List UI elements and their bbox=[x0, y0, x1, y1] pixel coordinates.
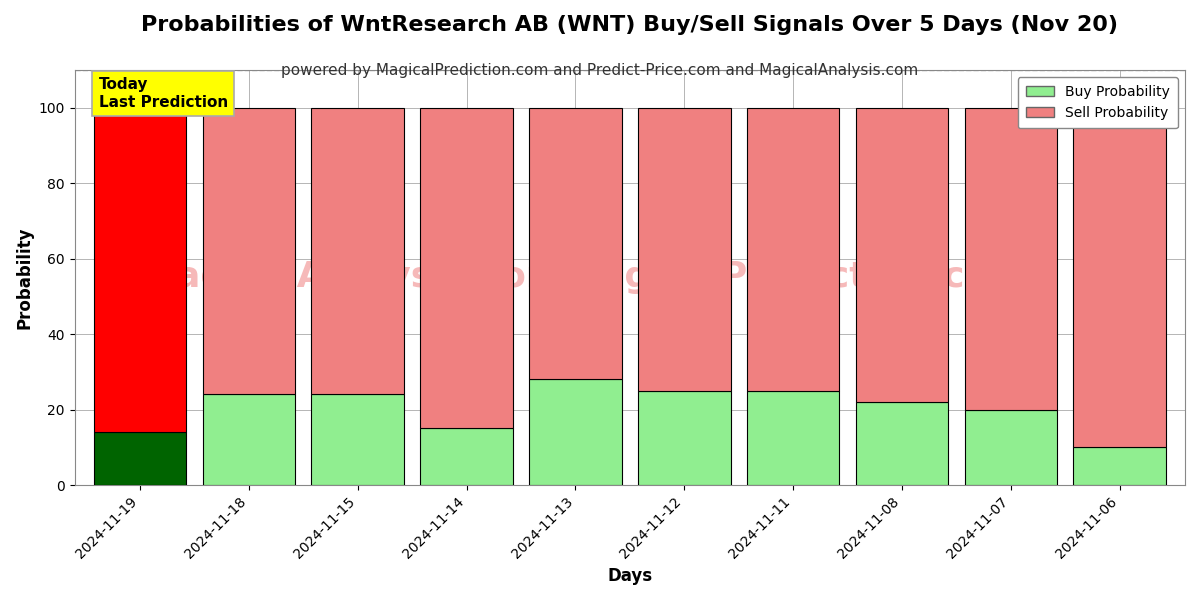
Title: Probabilities of WntResearch AB (WNT) Buy/Sell Signals Over 5 Days (Nov 20): Probabilities of WntResearch AB (WNT) Bu… bbox=[142, 15, 1118, 35]
Bar bbox=[94, 432, 186, 485]
Bar bbox=[312, 394, 404, 485]
Y-axis label: Probability: Probability bbox=[16, 226, 34, 329]
Bar bbox=[746, 107, 839, 391]
Text: MagicalPrediction.com: MagicalPrediction.com bbox=[565, 260, 1028, 295]
Bar bbox=[203, 394, 295, 485]
X-axis label: Days: Days bbox=[607, 567, 653, 585]
Bar bbox=[965, 107, 1057, 410]
Bar bbox=[529, 107, 622, 379]
Bar bbox=[420, 107, 512, 428]
Bar bbox=[638, 391, 731, 485]
Bar bbox=[1074, 107, 1166, 448]
Bar bbox=[965, 410, 1057, 485]
Text: MagicalAnalysis.com: MagicalAnalysis.com bbox=[140, 260, 564, 295]
Legend: Buy Probability, Sell Probability: Buy Probability, Sell Probability bbox=[1018, 77, 1178, 128]
Bar bbox=[746, 391, 839, 485]
Text: Today
Last Prediction: Today Last Prediction bbox=[98, 77, 228, 110]
Bar bbox=[312, 107, 404, 394]
Bar bbox=[203, 107, 295, 394]
Bar bbox=[420, 428, 512, 485]
Bar bbox=[638, 107, 731, 391]
Text: powered by MagicalPrediction.com and Predict-Price.com and MagicalAnalysis.com: powered by MagicalPrediction.com and Pre… bbox=[281, 63, 919, 78]
Bar bbox=[856, 107, 948, 402]
Bar bbox=[94, 107, 186, 432]
Bar bbox=[1074, 448, 1166, 485]
Bar bbox=[856, 402, 948, 485]
Bar bbox=[529, 379, 622, 485]
